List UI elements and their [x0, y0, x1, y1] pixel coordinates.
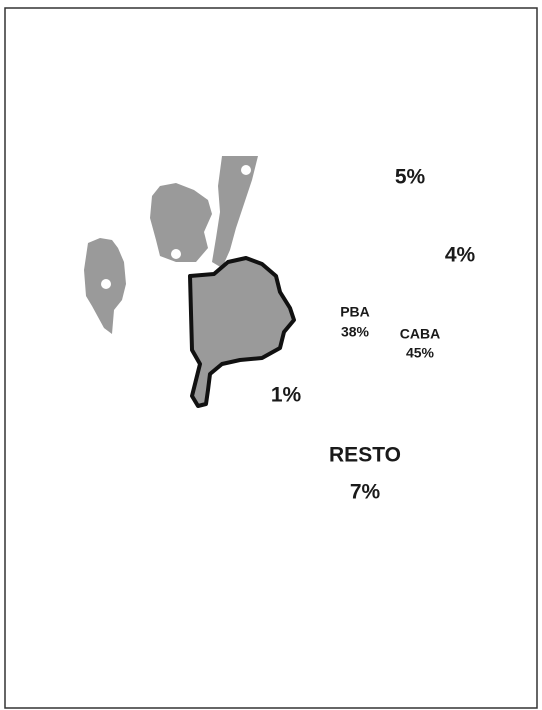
- region-center: [150, 183, 212, 262]
- city-dot: [241, 165, 251, 175]
- label-value: 45%: [406, 345, 435, 361]
- label-name: RESTO: [329, 444, 401, 467]
- label-value: 38%: [341, 324, 370, 340]
- label-value: 7%: [350, 481, 381, 504]
- label-name: PBA: [340, 304, 370, 320]
- frame: [4, 7, 538, 709]
- label-value: 1%: [271, 384, 302, 407]
- label-value: 4%: [445, 244, 476, 267]
- city-dot: [101, 279, 111, 289]
- label-value: 5%: [395, 166, 426, 189]
- label-name: CABA: [400, 326, 440, 342]
- region-north: [212, 156, 258, 268]
- region-pba: [188, 256, 296, 408]
- city-dot: [171, 249, 181, 259]
